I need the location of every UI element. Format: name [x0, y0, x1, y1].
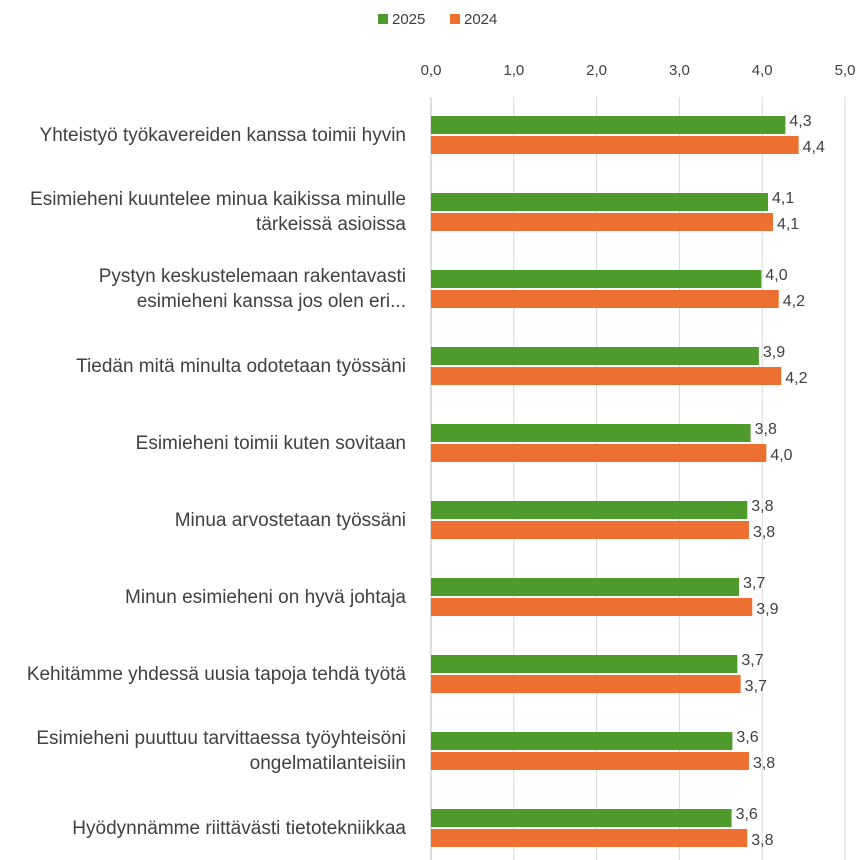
bar: [431, 136, 799, 154]
value-label: 3,8: [751, 498, 773, 515]
bar: [431, 424, 751, 442]
bar: [431, 347, 759, 365]
bar: [431, 675, 741, 693]
category-label: Minua arvostetaan työssäni: [174, 509, 406, 531]
category-label: Kehitämme yhdessä uusia tapoja tehdä työ…: [26, 663, 406, 685]
value-label: 3,6: [736, 729, 758, 746]
value-label: 3,9: [763, 344, 785, 361]
value-label: 4,0: [765, 267, 787, 284]
bar: [431, 598, 753, 616]
value-label: 3,7: [741, 652, 763, 669]
value-label: 3,8: [753, 524, 775, 541]
category-label: Hyödynnämme riittävästi tietotekniikkaa: [72, 817, 406, 839]
category-label: Yhteistyö työkavereiden kanssa toimii hy…: [39, 124, 406, 146]
value-label: 4,2: [785, 370, 807, 387]
bar: [431, 521, 749, 539]
bar: [431, 655, 738, 673]
value-label: 3,8: [753, 755, 775, 772]
bar: [431, 809, 732, 827]
value-label: 3,6: [736, 806, 758, 823]
category-label: Minun esimieheni on hyvä johtaja: [125, 586, 406, 608]
value-label: 4,2: [783, 293, 805, 310]
legend-swatch: [450, 14, 460, 24]
bar: [431, 501, 748, 519]
category-label: Esimieheni toimii kuten sovitaan: [135, 432, 406, 454]
x-tick-label: 0,0: [421, 62, 442, 79]
x-tick-label: 3,0: [669, 62, 690, 79]
value-label: 3,9: [756, 601, 778, 618]
bar: [431, 752, 749, 770]
value-label: 4,1: [772, 190, 794, 207]
x-tick-label: 2,0: [586, 62, 607, 79]
bar: [431, 213, 773, 231]
bar: [431, 732, 733, 750]
legend-label: 2025: [392, 11, 425, 28]
x-tick-label: 4,0: [752, 62, 773, 79]
category-label: Esimieheni puuttuu tarvittaessa työyhtei…: [36, 728, 406, 774]
value-label: 3,7: [745, 678, 767, 695]
bar: [431, 578, 740, 596]
category-label: Esimieheni kuuntelee minua kaikissa minu…: [30, 189, 406, 235]
legend-label: 2024: [464, 11, 497, 28]
legend-swatch: [378, 14, 388, 24]
x-tick-label: 5,0: [835, 62, 856, 79]
bar: [431, 367, 782, 385]
value-label: 4,1: [777, 216, 799, 233]
value-label: 4,4: [803, 139, 825, 156]
value-label: 3,8: [751, 832, 773, 849]
category-label: Tiedän mitä minulta odotetaan työssäni: [76, 355, 406, 377]
value-label: 3,8: [755, 421, 777, 438]
category-label: Pystyn keskustelemaan rakentavasti esimi…: [98, 266, 406, 312]
value-label: 4,0: [770, 447, 792, 464]
bar: [431, 290, 779, 308]
bar: [431, 193, 768, 211]
bar: [431, 829, 748, 847]
x-tick-label: 1,0: [503, 62, 524, 79]
value-label: 4,3: [789, 113, 811, 130]
bar: [431, 116, 786, 134]
bar: [431, 270, 762, 288]
value-label: 3,7: [743, 575, 765, 592]
bar: [431, 444, 767, 462]
